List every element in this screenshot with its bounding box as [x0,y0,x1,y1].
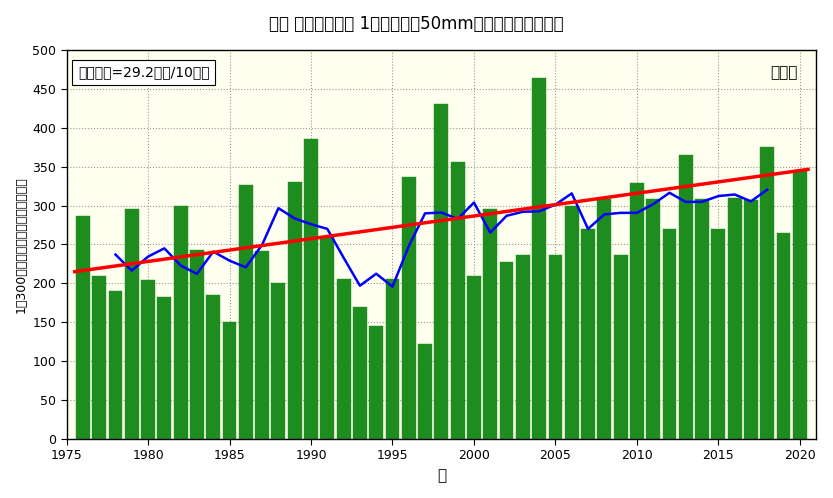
Bar [630,183,644,439]
Bar [614,255,627,439]
X-axis label: 年: 年 [436,468,446,483]
Bar [157,297,172,439]
Bar [222,322,237,439]
Bar [793,170,807,439]
Bar [272,283,286,439]
Bar [711,229,726,439]
Bar [207,295,220,439]
Bar [467,275,481,439]
Text: 気象庁: 気象庁 [770,65,797,81]
Bar [386,279,399,439]
Bar [321,237,334,439]
Bar [581,229,595,439]
Bar [190,250,204,439]
Bar [108,291,122,439]
Bar [435,105,448,439]
Bar [174,206,187,439]
Bar [141,280,155,439]
Bar [679,155,693,439]
Bar [500,262,513,439]
Bar [728,198,741,439]
Bar [337,279,351,439]
Bar [369,326,383,439]
Bar [239,185,252,439]
Bar [696,199,709,439]
Bar [304,139,318,439]
Bar [125,210,138,439]
Bar [646,199,660,439]
Bar [565,206,579,439]
Bar [287,182,302,439]
Bar [255,250,269,439]
Bar [548,255,562,439]
Bar [353,307,367,439]
Bar [662,229,676,439]
Bar [76,217,90,439]
Bar [776,233,791,439]
Bar [761,147,774,439]
Text: 全国 ［アメダス］ 1時間降水量50mm以上の年間発生回数: 全国 ［アメダス］ 1時間降水量50mm以上の年間発生回数 [269,15,564,33]
Text: トレンド=29.2（回/10年）: トレンド=29.2（回/10年） [77,65,209,80]
Bar [451,162,465,439]
Bar [532,78,546,439]
Bar [744,200,758,439]
Bar [92,275,106,439]
Bar [597,199,611,439]
Bar [483,209,497,439]
Bar [402,177,416,439]
Bar [418,344,432,439]
Bar [516,254,530,439]
Y-axis label: 1，300地点あたりの発生回数（回）: 1，300地点あたりの発生回数（回） [15,176,28,313]
